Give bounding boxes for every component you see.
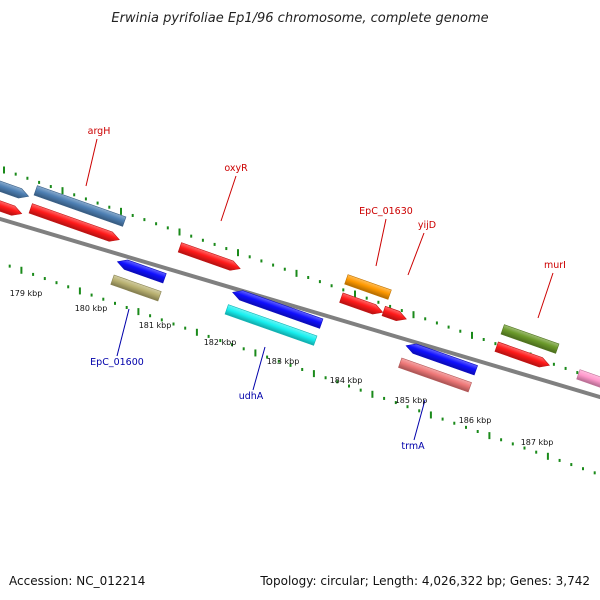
gene-label-epc-01630: EpC_01630 xyxy=(359,206,413,217)
map-title: Erwinia pyrifoliae Ep1/96 chromosome, co… xyxy=(111,11,488,26)
genome-summary: Topology: circular; Length: 4,026,322 bp… xyxy=(260,574,590,588)
feature-pink-right xyxy=(576,369,600,395)
leader-line xyxy=(407,232,425,276)
feature-red-argH xyxy=(28,203,120,242)
kbp-label: 186 kbp xyxy=(459,416,492,425)
leader-line xyxy=(220,175,237,222)
backbone-layer xyxy=(0,213,600,401)
feature-cyan-udhA xyxy=(224,304,318,346)
feature-red-3 xyxy=(339,292,384,315)
kbp-label: 182 kbp xyxy=(204,338,237,347)
kbp-label: 183 kbp xyxy=(267,357,300,366)
gene-labels: argH oxyR EpC_01630 yijD murI EpC_01600 udhA tr… xyxy=(85,126,566,452)
gene-label-trma: trmA xyxy=(401,441,425,452)
scale-ticks xyxy=(3,166,600,475)
kbp-label: 180 kbp xyxy=(75,304,108,313)
feature-blue-1 xyxy=(116,259,167,284)
feature-orange-EpC01630 xyxy=(344,274,392,300)
gene-label-argh: argH xyxy=(88,126,111,137)
feature-salmon-trmA xyxy=(398,357,472,393)
feature-red-murI xyxy=(494,341,550,368)
kbp-label: 187 kbp xyxy=(521,438,554,447)
gene-label-udha: udhA xyxy=(239,391,264,402)
feature-layer xyxy=(0,174,600,395)
genome-backbone xyxy=(0,216,600,400)
kbp-label: 181 kbp xyxy=(139,321,172,330)
leader-line xyxy=(116,308,130,357)
gene-label-muri: murI xyxy=(544,260,566,271)
feature-blue-2 xyxy=(232,290,324,329)
kbp-labels: 179 kbp 180 kbp 181 kbp 182 kbp 183 kbp 184 k… xyxy=(10,289,554,447)
gene-label-yijd: yijD xyxy=(418,220,436,231)
leader-line xyxy=(252,346,266,391)
gene-label-oxyr: oxyR xyxy=(224,163,248,174)
feature-red-oxyR xyxy=(177,242,241,271)
feature-khaki-EpC01600 xyxy=(110,274,162,302)
feature-steel-1 xyxy=(33,185,127,227)
feature-red-left xyxy=(0,193,23,216)
feature-blue-3 xyxy=(405,343,478,376)
leader-line xyxy=(413,399,426,441)
leader-line xyxy=(537,272,554,319)
feature-steel-left xyxy=(0,174,30,199)
feature-red-yijD xyxy=(381,305,407,322)
kbp-label: 185 kbp xyxy=(395,396,428,405)
leader-line xyxy=(375,218,387,267)
leader-line xyxy=(85,138,98,187)
kbp-label: 179 kbp xyxy=(10,289,43,298)
accession-text: Accession: NC_012214 xyxy=(9,574,146,588)
kbp-label: 184 kbp xyxy=(330,376,363,385)
feature-olive-murI xyxy=(500,324,560,354)
gene-label-epc-01600: EpC_01600 xyxy=(90,357,144,368)
